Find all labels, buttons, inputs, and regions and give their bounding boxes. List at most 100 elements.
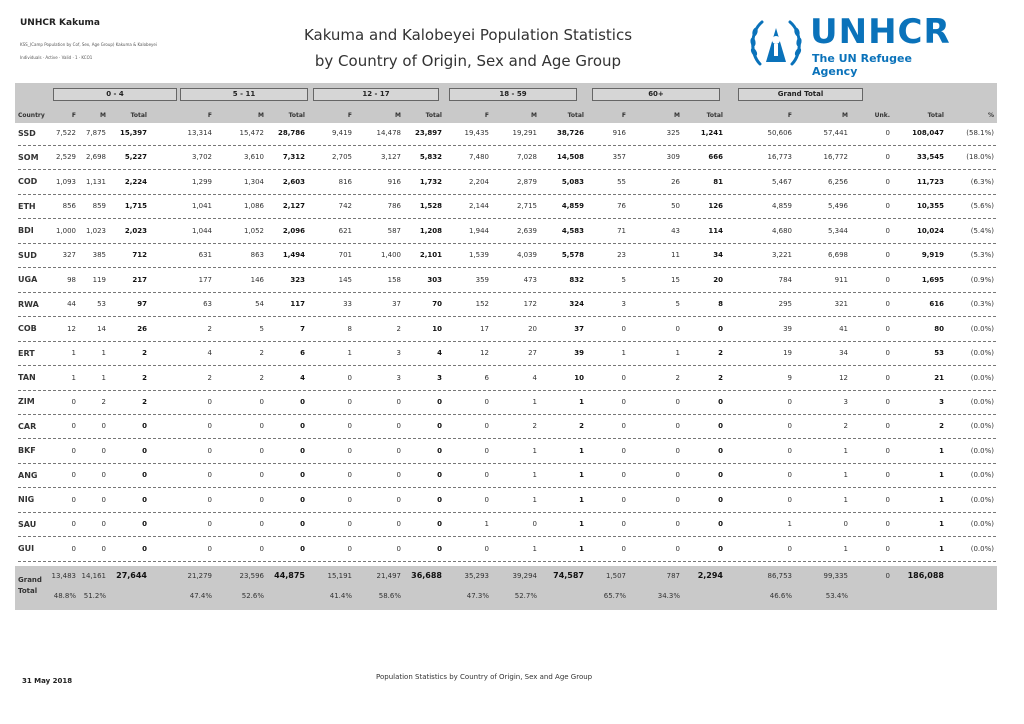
female-count: 0 xyxy=(71,495,76,504)
female-count: 1 xyxy=(484,520,489,529)
male-count: 0 xyxy=(396,520,401,529)
male-column-header: M xyxy=(842,112,848,119)
male-count: 0 xyxy=(259,422,264,431)
unknown-count: 0 xyxy=(885,520,890,529)
group-total: 666 xyxy=(708,153,723,162)
male-count: 14 xyxy=(97,324,106,333)
female-count: 0 xyxy=(347,544,352,553)
total-female-count: 13,483 xyxy=(51,572,77,580)
female-count: 0 xyxy=(207,471,212,480)
male-count: 0 xyxy=(101,495,106,504)
male-count: 0 xyxy=(259,544,264,553)
female-count: 1 xyxy=(71,373,76,382)
group-total: 0 xyxy=(300,471,305,480)
unknown-count: 0 xyxy=(885,275,890,284)
male-count: 0 xyxy=(101,422,106,431)
group-total: 7 xyxy=(300,324,305,333)
group-total: 0 xyxy=(437,446,442,455)
male-count: 1 xyxy=(532,471,537,480)
total-column-header: Total xyxy=(927,112,944,119)
grand-female-count: 0 xyxy=(787,495,792,504)
male-column-header: M xyxy=(100,112,106,119)
grand-total-band xyxy=(15,566,997,610)
row-separator xyxy=(18,267,996,269)
group-total: 97 xyxy=(137,300,147,309)
male-count: 43 xyxy=(671,226,680,235)
grand-total-count: 616 xyxy=(929,300,944,309)
male-count: 1 xyxy=(532,544,537,553)
female-count: 621 xyxy=(338,226,352,235)
female-count: 0 xyxy=(71,422,76,431)
female-count: 177 xyxy=(198,275,212,284)
share-percent: (0.0%) xyxy=(970,324,994,333)
female-count: 0 xyxy=(347,422,352,431)
share-percent: (0.0%) xyxy=(970,544,994,553)
male-count: 158 xyxy=(387,275,401,284)
group-total: 0 xyxy=(437,544,442,553)
group-total: 2,603 xyxy=(282,177,305,186)
female-count: 7,522 xyxy=(55,129,76,137)
group-total: 2 xyxy=(718,349,723,358)
grand-total-count: 1 xyxy=(939,520,944,529)
female-count: 0 xyxy=(347,373,352,382)
group-total: 114 xyxy=(708,226,723,235)
male-count: 786 xyxy=(387,202,401,211)
female-count: 13,314 xyxy=(187,129,213,137)
total-group-total: 27,644 xyxy=(116,571,147,580)
grand-female-count: 39 xyxy=(783,324,792,333)
female-count: 701 xyxy=(338,251,352,260)
unknown-count: 0 xyxy=(885,177,890,186)
group-total: 0 xyxy=(718,471,723,480)
group-total: 7,312 xyxy=(282,153,305,162)
grand-female-count: 0 xyxy=(787,422,792,431)
country-code: COD xyxy=(18,177,38,187)
grand-total-count: 33,545 xyxy=(916,153,944,162)
female-share-percent: 41.4% xyxy=(329,592,352,600)
male-count: 916 xyxy=(387,177,401,186)
male-column-header: M xyxy=(674,112,680,119)
org-name: UNHCR Kakuma xyxy=(20,18,100,28)
male-count: 2 xyxy=(675,373,680,382)
group-total: 1 xyxy=(579,446,584,455)
male-count: 26 xyxy=(671,177,680,186)
total-male-count: 39,294 xyxy=(512,572,538,580)
male-count: 2 xyxy=(532,422,537,431)
female-count: 0 xyxy=(484,446,489,455)
grand-female-count: 9 xyxy=(787,373,792,382)
share-percent: (0.0%) xyxy=(970,446,994,455)
country-code: UGA xyxy=(18,275,38,285)
group-total: 2 xyxy=(142,397,147,406)
male-count: 4 xyxy=(532,373,537,382)
group-total: 28,786 xyxy=(277,129,305,137)
group-total: 14,508 xyxy=(556,153,584,162)
unknown-count: 0 xyxy=(885,226,890,235)
unknown-count: 0 xyxy=(885,202,890,211)
female-count: 4 xyxy=(207,349,212,358)
female-count: 1 xyxy=(621,349,626,358)
male-count: 1 xyxy=(675,349,680,358)
unknown-count: 0 xyxy=(885,300,890,309)
group-total: 39 xyxy=(574,349,584,358)
group-total: 0 xyxy=(300,520,305,529)
group-total: 0 xyxy=(300,495,305,504)
share-percent: (5.3%) xyxy=(970,251,994,260)
female-count: 2,144 xyxy=(468,202,489,211)
row-separator xyxy=(18,560,996,562)
total-female-count: 35,293 xyxy=(464,572,490,580)
female-count: 0 xyxy=(71,544,76,553)
country-code: TAN xyxy=(18,373,36,382)
country-code: SUD xyxy=(18,250,37,260)
grand-total-count: 11,723 xyxy=(916,177,944,186)
male-column-header: M xyxy=(395,112,401,119)
male-count: 2 xyxy=(259,373,264,382)
group-total: 10 xyxy=(574,373,584,382)
group-total: 1 xyxy=(579,520,584,529)
group-total: 0 xyxy=(142,520,147,529)
unknown-count: 0 xyxy=(885,544,890,553)
row-separator xyxy=(18,487,996,489)
grand-female-count: 1 xyxy=(787,520,792,529)
group-total: 2,096 xyxy=(282,226,305,235)
male-count: 587 xyxy=(387,226,401,235)
total-column-header: Total xyxy=(288,112,305,119)
female-count: 0 xyxy=(621,422,626,431)
